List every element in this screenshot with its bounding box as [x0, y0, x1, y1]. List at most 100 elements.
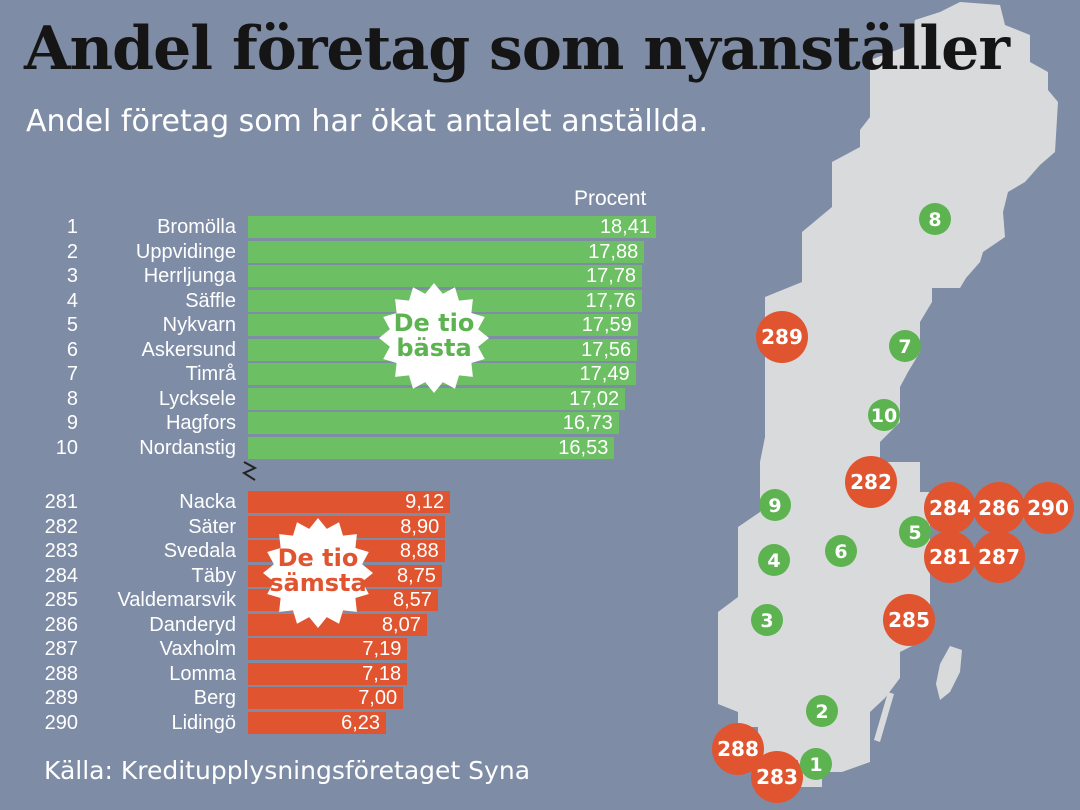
bar	[248, 412, 619, 434]
marker-dot	[924, 531, 976, 583]
municipality-label: Askersund	[141, 338, 237, 361]
bar	[248, 613, 427, 636]
sweden-mainland-shape	[718, 2, 1058, 787]
marker-label: 1	[809, 754, 822, 776]
marker-label: 9	[768, 495, 781, 517]
marker-dot	[973, 482, 1025, 534]
source-note: Källa: Kreditupplysningsföretaget Syna	[44, 756, 531, 785]
marker-dot	[712, 723, 764, 775]
municipality-label: Vaxholm	[159, 638, 236, 660]
bar-row: 5 Nykvarn 17,59	[0, 313, 700, 337]
bar-row: 4 Säffle 17,76	[0, 289, 700, 313]
municipality-label: Valdemarsvik	[117, 589, 236, 611]
marker-label: 285	[888, 608, 930, 632]
municipality-label: Nordanstig	[139, 436, 236, 459]
map-marker: 290	[1022, 482, 1074, 534]
bar	[248, 387, 626, 410]
municipality-label: Lidingö	[171, 711, 236, 734]
marker-dot	[973, 531, 1025, 583]
marker-dot	[751, 604, 783, 636]
bar	[248, 436, 615, 459]
marker-label: 2	[815, 701, 828, 723]
map-marker: 286	[973, 482, 1025, 534]
marker-dot	[825, 535, 857, 567]
value-label: 17,88	[588, 240, 639, 263]
map-marker: 9	[759, 489, 791, 521]
bar-row: 6 Askersund 17,56	[0, 338, 700, 362]
marker-dot	[868, 399, 900, 431]
marker-dot	[759, 489, 791, 521]
marker-label: 10	[871, 405, 897, 427]
worst-ten-badge: De tio sämsta	[263, 518, 373, 628]
marker-label: 289	[761, 325, 803, 349]
bar-row: 8 Lycksele 17,02	[0, 387, 700, 411]
marker-label: 284	[929, 496, 971, 520]
value-label: 7,18	[362, 662, 402, 685]
bar	[248, 638, 408, 660]
marker-dot	[919, 203, 951, 235]
marker-dot	[1022, 482, 1074, 534]
bar	[248, 662, 408, 685]
marker-label: 290	[1027, 496, 1069, 520]
value-label: 7,19	[362, 638, 402, 660]
marker-label: 282	[850, 470, 892, 494]
bar-row: 288 Lomma 7,18	[0, 662, 700, 686]
rank-label: 8	[66, 387, 78, 410]
marker-dot	[899, 516, 931, 548]
value-label: 8,88	[399, 540, 439, 562]
value-label: 17,76	[585, 289, 636, 312]
rank-label: 9	[66, 412, 78, 434]
rank-label: 285	[44, 589, 78, 611]
starburst-icon	[379, 283, 489, 393]
best-ten-badge: De tio bästa	[379, 283, 489, 393]
map-marker: 287	[973, 531, 1025, 583]
rank-label: 3	[66, 265, 78, 287]
municipality-label: Säter	[188, 515, 236, 538]
municipality-label: Bromölla	[157, 216, 236, 238]
bar-row: 7 Timrå 17,49	[0, 362, 700, 386]
value-label: 9,12	[405, 491, 445, 513]
map-marker: 289	[756, 311, 808, 363]
marker-dot	[800, 748, 832, 780]
bar-row: 10 Nordanstig 16,53	[0, 436, 700, 460]
rank-label: 286	[44, 613, 78, 636]
rank-label: 10	[55, 436, 78, 459]
municipality-label: Berg	[193, 687, 236, 709]
bar-row: 289 Berg 7,00	[0, 686, 700, 710]
value-label: 7,00	[358, 687, 398, 709]
map-marker: 281	[924, 531, 976, 583]
value-label: 8,07	[381, 613, 421, 636]
value-label: 17,49	[579, 363, 630, 385]
map-marker: 5	[899, 516, 931, 548]
rank-label: 6	[66, 338, 78, 361]
marker-label: 287	[978, 545, 1020, 569]
marker-label: 3	[760, 610, 773, 632]
value-label: 16,73	[562, 412, 613, 434]
marker-dot	[758, 544, 790, 576]
municipality-label: Svedala	[163, 540, 236, 562]
rank-label: 282	[44, 515, 78, 538]
rank-label: 5	[66, 314, 78, 336]
map-marker: 283	[751, 751, 803, 803]
marker-dot	[756, 311, 808, 363]
map-marker: 10	[868, 399, 900, 431]
municipality-label: Hagfors	[165, 412, 236, 434]
rank-label: 288	[44, 662, 78, 685]
municipality-label: Lycksele	[158, 387, 236, 410]
marker-label: 4	[767, 550, 780, 572]
unit-label: Procent	[574, 187, 647, 210]
rank-label: 1	[66, 216, 78, 238]
municipality-label: Uppvidinge	[135, 240, 236, 263]
worst-ten-badge-label: De tio sämsta	[269, 544, 367, 597]
municipality-label: Nykvarn	[162, 314, 236, 336]
value-label: 8,57	[392, 589, 432, 611]
map-marker: 2	[806, 695, 838, 727]
rank-label: 2	[66, 240, 78, 263]
bar-row: 3 Herrljunga 17,78	[0, 264, 700, 288]
gotland-shape	[936, 646, 962, 700]
municipality-label: Danderyd	[149, 613, 236, 636]
map-marker: 1	[800, 748, 832, 780]
municipality-label: Täby	[191, 564, 236, 587]
page-title: Andel företag som nyanställer	[24, 14, 1010, 84]
